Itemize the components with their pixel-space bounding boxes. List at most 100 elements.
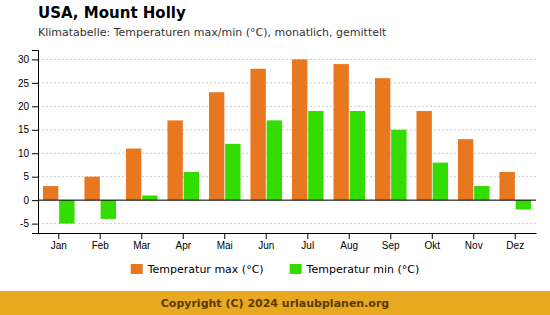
y-tick: 10 (18, 148, 38, 159)
y-tick-label: -5 (20, 218, 29, 229)
legend-label: Temperatur min (°C) (306, 263, 420, 276)
x-tick-label: Dez (506, 240, 524, 251)
x-tick: Dez (506, 233, 524, 251)
x-tick: Okt (424, 233, 440, 251)
y-tick-mark (32, 59, 38, 60)
bar (458, 139, 473, 200)
x-tick-label: Jul (301, 240, 314, 251)
bar (101, 200, 116, 219)
chart-svg: USA, Mount HollyKlimatabelle: Temperatur… (0, 0, 550, 315)
y-tick: 25 (18, 78, 38, 89)
y-tick-label: 10 (18, 148, 30, 159)
bar (126, 149, 141, 201)
x-tick-label: Aug (340, 240, 358, 251)
bar (292, 59, 307, 200)
legend-swatch (131, 264, 143, 274)
x-tick: Jun (258, 233, 274, 251)
bar (59, 200, 74, 223)
x-tick: Apr (175, 233, 191, 251)
grid-line (38, 223, 536, 224)
x-tick-label: Apr (175, 240, 191, 251)
x-tick-label: Mai (217, 240, 233, 251)
y-tick-mark (32, 130, 38, 131)
grid-line (38, 106, 536, 107)
y-tick-label: 25 (18, 78, 30, 89)
y-tick-label: 30 (18, 54, 30, 65)
x-tick-mark (432, 233, 433, 239)
y-tick-mark (32, 224, 38, 225)
x-tick-label: Jun (258, 240, 274, 251)
x-tick-label: Mar (133, 240, 151, 251)
y-tick-label: 5 (23, 171, 29, 182)
bar-series (43, 59, 515, 200)
y-tick: 0 (23, 195, 38, 206)
grid-line (38, 129, 536, 130)
x-tick: Jan (51, 233, 67, 251)
x-tick-mark (515, 233, 516, 239)
bar (474, 186, 489, 200)
y-tick: 5 (23, 171, 38, 182)
bar (391, 130, 406, 200)
bar (225, 144, 240, 200)
zero-line (38, 200, 536, 201)
grid-line (38, 59, 536, 60)
y-axis-line (32, 51, 39, 234)
y-tick: 15 (18, 124, 38, 135)
x-tick-label: Okt (424, 240, 440, 251)
legend-item: Temperatur min (°C) (290, 263, 420, 276)
bar (308, 111, 323, 200)
bar (167, 120, 182, 200)
bar (267, 120, 282, 200)
grid-line (38, 82, 536, 83)
bar (375, 78, 390, 200)
bar (499, 172, 514, 200)
title: USA, Mount Holly (38, 4, 186, 22)
y-tick-label: 0 (23, 195, 29, 206)
y-tick-mark (32, 106, 38, 107)
footer-bar (0, 291, 550, 315)
x-tick-mark (224, 233, 225, 239)
x-tick: Nov (465, 233, 483, 251)
x-tick-mark (307, 233, 308, 239)
y-tick-mark (32, 83, 38, 84)
x-tick: Mai (217, 233, 233, 251)
chart-container: USA, Mount HollyKlimatabelle: Temperatur… (0, 0, 550, 315)
x-tick-mark (58, 233, 59, 239)
y-tick-mark (32, 177, 38, 178)
bar (416, 111, 431, 200)
x-tick-mark (266, 233, 267, 239)
y-axis: -5 0 5 10 15 20 25 30 (18, 51, 39, 234)
y-tick-mark (32, 200, 38, 201)
bars (43, 59, 531, 223)
x-tick-label: Feb (92, 240, 110, 251)
legend-label: Temperatur max (°C) (147, 263, 264, 276)
bar (250, 69, 265, 200)
bar (84, 177, 99, 200)
legend-swatch (290, 264, 302, 274)
bar (142, 195, 157, 200)
x-tick-label: Sep (382, 240, 400, 251)
x-axis: Jan Feb Mar Apr Mai Jun Jul Aug Sep Okt Nov Dez (39, 233, 537, 251)
x-tick-mark (100, 233, 101, 239)
grid-line (38, 200, 536, 201)
y-tick-label: 15 (18, 124, 30, 135)
x-tick-mark (183, 233, 184, 239)
bar-series (59, 111, 531, 224)
x-tick: Mar (133, 233, 151, 251)
y-tick-label: 20 (18, 101, 30, 112)
x-tick: Feb (92, 233, 110, 251)
x-tick: Jul (301, 233, 314, 251)
bar (184, 172, 199, 200)
x-tick-label: Jan (51, 240, 67, 251)
legend-item: Temperatur max (°C) (131, 263, 264, 276)
x-tick-mark (349, 233, 350, 239)
y-tick-mark (32, 153, 38, 154)
y-tick: 30 (18, 54, 38, 65)
bar (209, 92, 224, 200)
bar (516, 200, 531, 209)
bar (350, 111, 365, 200)
y-tick: 20 (18, 101, 38, 112)
x-tick-mark (473, 233, 474, 239)
x-tick: Sep (382, 233, 400, 251)
grid (38, 59, 536, 223)
